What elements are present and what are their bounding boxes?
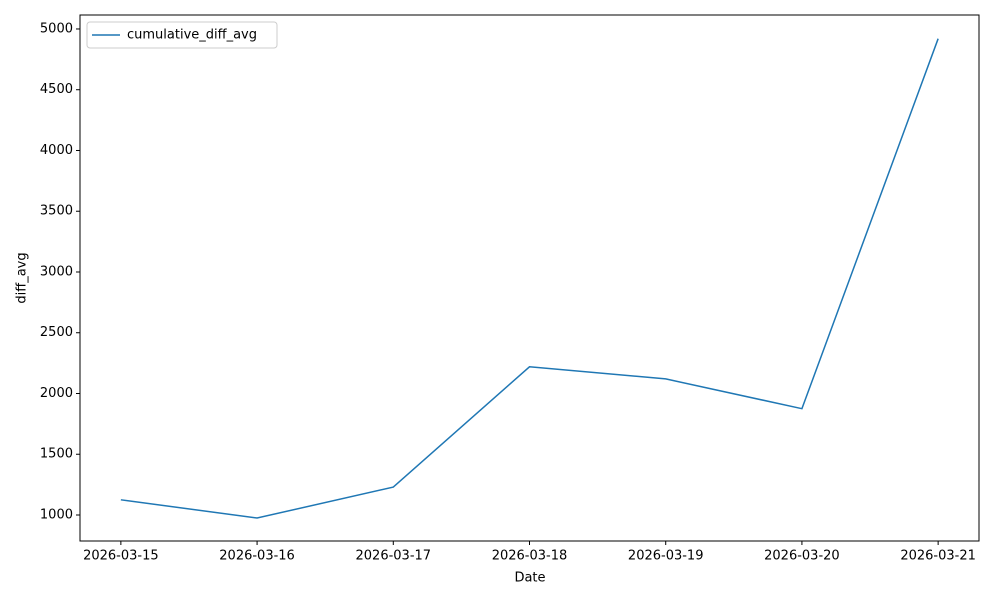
y-tick-label: 2000: [40, 386, 73, 401]
y-tick-label: 3500: [40, 204, 73, 219]
y-tick-label: 1500: [40, 447, 73, 462]
x-tick-label: 2026-03-18: [492, 549, 568, 564]
x-axis-label: Date: [514, 571, 545, 586]
y-tick-label: 1000: [40, 507, 73, 522]
legend: cumulative_diff_avg: [86, 21, 278, 49]
legend-frame: [86, 21, 278, 49]
y-tick-label: 5000: [40, 21, 73, 36]
x-tick-label: 2026-03-16: [219, 549, 295, 564]
y-tick-label: 3000: [40, 264, 73, 279]
x-tick-label: 2026-03-19: [628, 549, 704, 564]
y-tick-label: 4000: [40, 143, 73, 158]
y-axis-label: diff_avg: [15, 252, 30, 303]
line: [120, 38, 939, 519]
y-tick-label: 2500: [40, 325, 73, 340]
x-tick-label: 2026-03-21: [900, 549, 976, 564]
legend-label: cumulative_diff_avg: [127, 28, 257, 43]
x-tick-label: 2026-03-20: [764, 549, 840, 564]
x-tick-label: 2026-03-15: [83, 549, 159, 564]
x-tick-label: 2026-03-17: [356, 549, 432, 564]
axes-frame: [79, 14, 980, 542]
y-tick-label: 4500: [40, 82, 73, 97]
